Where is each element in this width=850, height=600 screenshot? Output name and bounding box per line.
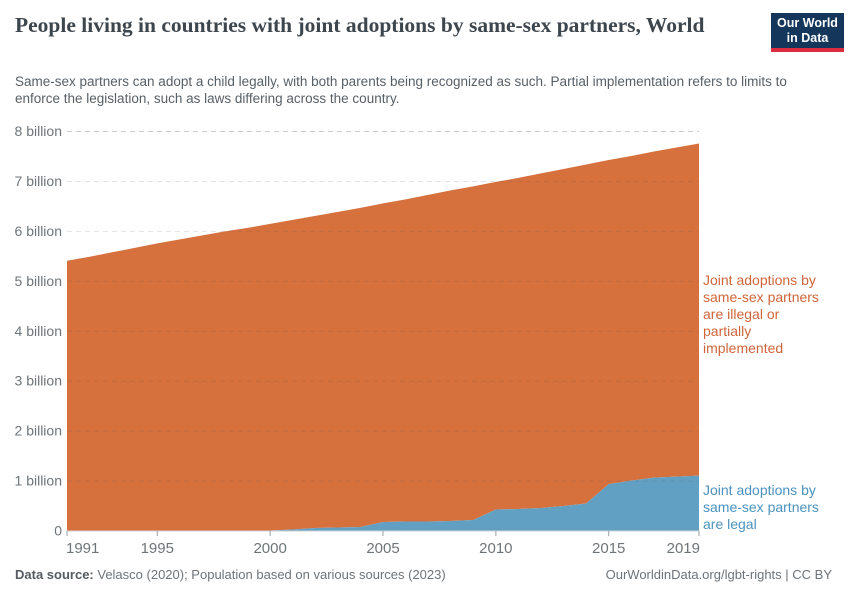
x-axis-label: 2005 [366,540,399,557]
y-axis-label: 2 billion [15,423,62,439]
y-axis-label: 3 billion [15,373,62,389]
area-legal [67,475,699,531]
series-label-legal: Joint adoptions by same-sex partners are… [703,482,819,532]
owid-logo-line1: Our World [777,15,838,30]
credit-note: OurWorldinData.org/lgbt-rights | CC BY [605,567,832,582]
y-axis-label: 0 [54,523,62,539]
y-axis-label: 6 billion [15,223,62,239]
x-axis-label: 2019 [667,540,700,557]
chart-subtitle: Same-sex partners can adopt a child lega… [15,74,787,106]
owid-logo: Our World in Data [771,13,844,52]
y-axis-label: 1 billion [15,473,62,489]
area-illegal [67,143,699,531]
series-label-illegal: Joint adoptions by same-sex partners are… [703,272,819,356]
chart-footer: Data source: Velasco (2020); Population … [15,567,832,583]
x-axis-label: 2015 [592,540,625,557]
y-axis-label: 5 billion [15,273,62,289]
y-axis-label: 7 billion [15,173,62,189]
data-source-note: Data source: Velasco (2020); Population … [15,567,446,583]
x-axis-label: 2010 [479,540,512,557]
owid-logo-line2: in Data [786,30,829,45]
data-source-label: Data source: [15,567,94,582]
y-axis-label: 4 billion [15,323,62,339]
x-axis-label: 1991 [66,540,99,557]
data-source-text: Velasco (2020); Population based on vari… [93,567,446,582]
y-axis-label: 8 billion [15,123,62,139]
x-axis-label: 2000 [253,540,286,557]
chart-title: People living in countries with joint ad… [15,13,705,37]
x-axis-label: 1995 [141,540,174,557]
